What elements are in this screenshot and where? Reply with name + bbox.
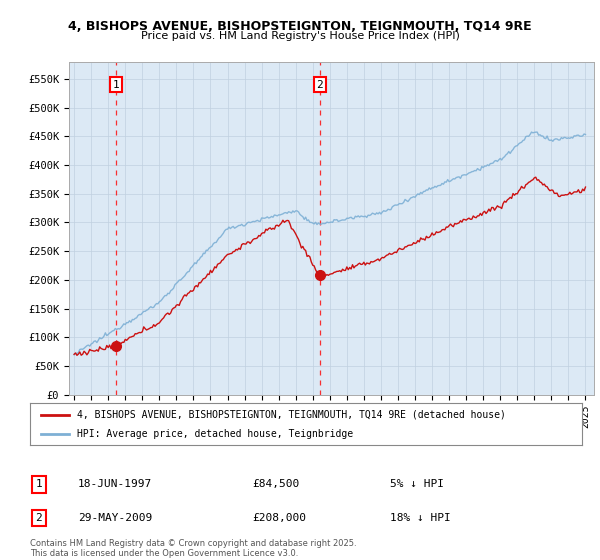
Text: 2: 2: [35, 513, 43, 523]
Text: 29-MAY-2009: 29-MAY-2009: [78, 513, 152, 523]
Text: 18-JUN-1997: 18-JUN-1997: [78, 479, 152, 489]
Text: 2: 2: [316, 80, 323, 90]
Text: £208,000: £208,000: [252, 513, 306, 523]
Text: 1: 1: [35, 479, 43, 489]
Text: £84,500: £84,500: [252, 479, 299, 489]
Text: HPI: Average price, detached house, Teignbridge: HPI: Average price, detached house, Teig…: [77, 429, 353, 439]
Text: 5% ↓ HPI: 5% ↓ HPI: [390, 479, 444, 489]
Text: 18% ↓ HPI: 18% ↓ HPI: [390, 513, 451, 523]
Text: Price paid vs. HM Land Registry's House Price Index (HPI): Price paid vs. HM Land Registry's House …: [140, 31, 460, 41]
Text: 4, BISHOPS AVENUE, BISHOPSTEIGNTON, TEIGNMOUTH, TQ14 9RE (detached house): 4, BISHOPS AVENUE, BISHOPSTEIGNTON, TEIG…: [77, 409, 506, 419]
Text: Contains HM Land Registry data © Crown copyright and database right 2025.
This d: Contains HM Land Registry data © Crown c…: [30, 539, 356, 558]
Text: 1: 1: [113, 80, 119, 90]
Text: 4, BISHOPS AVENUE, BISHOPSTEIGNTON, TEIGNMOUTH, TQ14 9RE: 4, BISHOPS AVENUE, BISHOPSTEIGNTON, TEIG…: [68, 20, 532, 32]
